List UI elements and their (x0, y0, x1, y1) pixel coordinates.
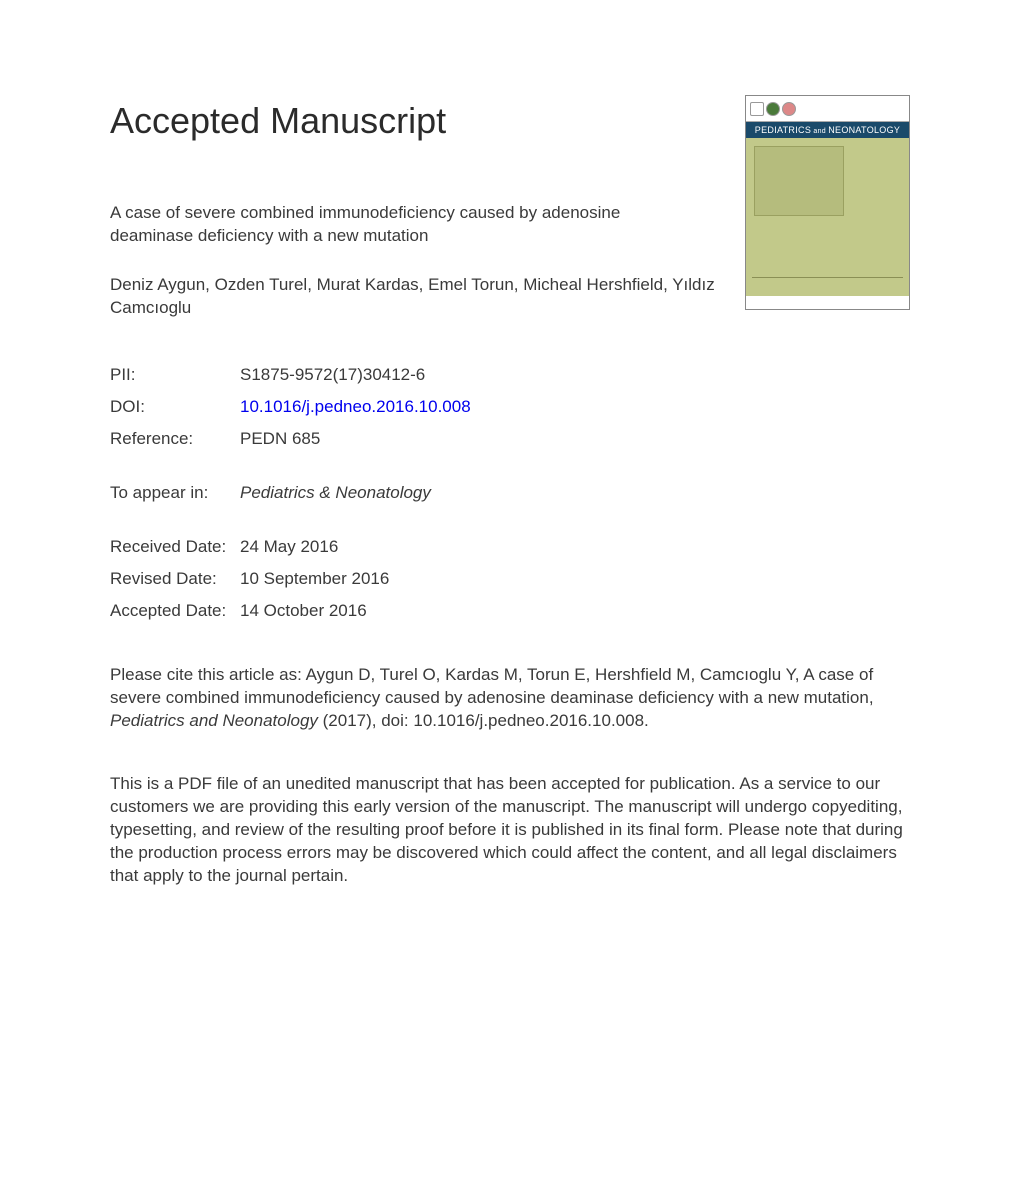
meta-label-appear: To appear in: (110, 482, 240, 504)
citation-journal-name: Pediatrics and Neonatology (110, 711, 318, 730)
article-authors: Deniz Aygun, Ozden Turel, Murat Kardas, … (110, 274, 730, 320)
cover-logos (750, 102, 796, 116)
publisher-logo-icon (750, 102, 764, 116)
meta-label-doi: DOI: (110, 396, 240, 418)
cover-journal-title-2: NEONATOLOGY (828, 125, 900, 135)
meta-value-reference: PEDN 685 (240, 428, 320, 450)
meta-row-accepted: Accepted Date: 14 October 2016 (110, 600, 910, 622)
citation-text-post: (2017), doi: 10.1016/j.pedneo.2016.10.00… (318, 711, 649, 730)
cover-journal-and: and (811, 128, 828, 135)
society-logo-2-icon (782, 102, 796, 116)
manuscript-page: PEDIATRICS and NEONATOLOGY Accepted Manu… (0, 0, 1020, 888)
meta-row-pii: PII: S1875-9572(17)30412-6 (110, 364, 910, 386)
cover-body (746, 138, 909, 296)
cover-header (746, 96, 909, 122)
meta-value-received: 24 May 2016 (240, 536, 338, 558)
meta-gap (110, 460, 910, 482)
meta-row-reference: Reference: PEDN 685 (110, 428, 910, 450)
meta-value-revised: 10 September 2016 (240, 568, 389, 590)
meta-row-doi: DOI: 10.1016/j.pedneo.2016.10.008 (110, 396, 910, 418)
article-title: A case of severe combined immunodeficien… (110, 202, 700, 248)
cover-inset-box (754, 146, 844, 216)
meta-label-accepted: Accepted Date: (110, 600, 240, 622)
meta-row-appear: To appear in: Pediatrics & Neonatology (110, 482, 910, 504)
disclaimer-paragraph: This is a PDF file of an unedited manusc… (110, 773, 910, 888)
meta-value-pii: S1875-9572(17)30412-6 (240, 364, 425, 386)
meta-label-revised: Revised Date: (110, 568, 240, 590)
meta-value-accepted: 14 October 2016 (240, 600, 367, 622)
meta-label-reference: Reference: (110, 428, 240, 450)
meta-row-revised: Revised Date: 10 September 2016 (110, 568, 910, 590)
meta-value-appear: Pediatrics & Neonatology (240, 482, 431, 504)
cover-journal-title-1: PEDIATRICS (755, 125, 811, 135)
meta-label-pii: PII: (110, 364, 240, 386)
meta-row-received: Received Date: 24 May 2016 (110, 536, 910, 558)
meta-gap (110, 514, 910, 536)
cover-title-band: PEDIATRICS and NEONATOLOGY (746, 122, 909, 138)
citation-paragraph: Please cite this article as: Aygun D, Tu… (110, 664, 910, 733)
journal-cover-thumbnail: PEDIATRICS and NEONATOLOGY (745, 95, 910, 310)
metadata-block: PII: S1875-9572(17)30412-6 DOI: 10.1016/… (110, 364, 910, 623)
cover-footer-text (752, 277, 903, 290)
citation-text-pre: Please cite this article as: Aygun D, Tu… (110, 665, 874, 707)
meta-label-received: Received Date: (110, 536, 240, 558)
society-logo-icon (766, 102, 780, 116)
meta-value-doi-link[interactable]: 10.1016/j.pedneo.2016.10.008 (240, 396, 471, 418)
